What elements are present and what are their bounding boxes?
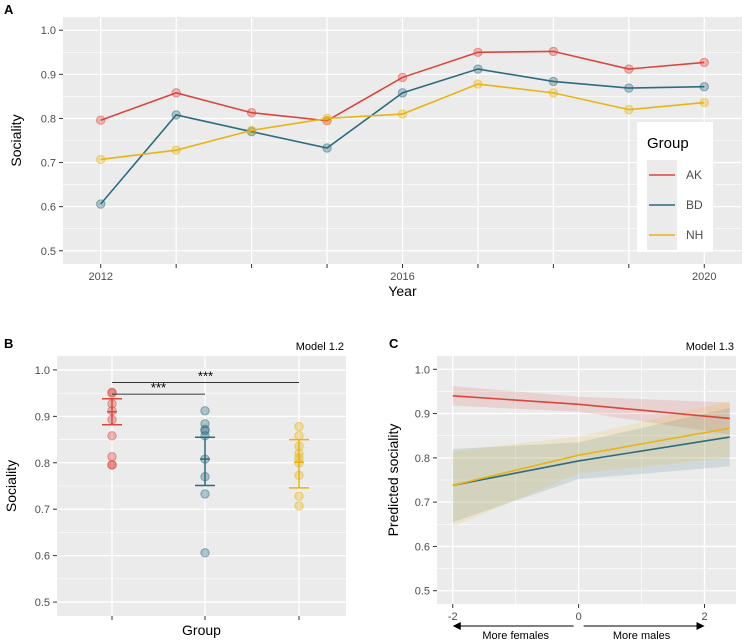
legend-title: Group	[647, 135, 689, 152]
data-point-bd	[96, 199, 106, 209]
data-point-nh	[96, 154, 106, 165]
data-point-bd	[200, 406, 210, 416]
arrow-head-right-icon	[696, 622, 705, 630]
panel-label-a: A	[4, 2, 14, 17]
tick-label-y: 1.0	[35, 365, 50, 377]
tick-label-y: 0.9	[41, 69, 56, 81]
data-point-bd	[200, 489, 210, 499]
tick-label-y: 0.6	[41, 202, 56, 214]
y-axis-title: Predicted sociality	[385, 424, 401, 537]
tick-label-y: 0.6	[415, 541, 430, 553]
tick-label-y: 1.0	[41, 25, 56, 37]
tick-label-x: 0	[576, 611, 582, 623]
tick-label-y: 0.5	[415, 586, 430, 598]
data-point-nh	[171, 145, 181, 155]
tick-label-y: 0.7	[41, 158, 56, 170]
data-point-bd	[200, 426, 210, 436]
x-axis-title: Year	[388, 283, 417, 299]
data-point-nh	[294, 431, 304, 441]
panel-label-c: C	[389, 336, 399, 351]
tick-label-y: 0.5	[35, 597, 50, 609]
axis-arrow-label-left: More females	[482, 630, 549, 640]
panel-label-b: B	[4, 336, 13, 351]
data-point-nh	[548, 88, 559, 98]
data-point-ak	[107, 460, 117, 470]
arrow-head-left-icon	[452, 622, 461, 630]
tick-label-y: 1.0	[415, 364, 430, 376]
tick-label-y: 0.5	[41, 246, 56, 258]
axis-arrow-label-right: More males	[613, 630, 671, 640]
tick-label-y: 0.7	[35, 504, 50, 516]
tick-label-y: 0.8	[415, 453, 430, 465]
y-axis-title: Sociality	[3, 460, 19, 512]
significance-label: ***	[151, 380, 166, 395]
series-line-ak	[452, 395, 730, 420]
data-point-bd	[624, 83, 634, 93]
data-point-nh	[294, 501, 304, 511]
series-line-nh	[452, 427, 730, 487]
data-point-nh	[294, 421, 304, 432]
data-point-ak	[107, 452, 117, 462]
chart-title: Model 1.2	[296, 341, 344, 353]
series-line-nh	[100, 83, 705, 161]
x-axis-title: Group	[182, 622, 221, 638]
tick-label-y: 0.6	[35, 551, 50, 563]
data-point-ak	[107, 388, 117, 398]
legend-label-ak: AK	[686, 168, 702, 182]
y-axis-title: Sociality	[8, 114, 24, 166]
data-point-nh	[397, 109, 408, 119]
data-point-nh	[246, 125, 257, 136]
data-point-bd	[200, 548, 210, 558]
data-point-nh	[322, 113, 332, 124]
tick-label-x: 2	[701, 611, 707, 623]
data-point-ak	[397, 72, 408, 83]
panel-c: 0.5 0.6 0.7 0.8 0.9 1.0 -2 0 2 Model 1.3 Predicted…	[385, 341, 736, 640]
series-line-bd	[100, 68, 705, 205]
tick-label-y: 0.7	[415, 497, 430, 509]
data-point-ak	[96, 115, 106, 125]
data-point-nh	[624, 104, 634, 115]
data-point-ak	[624, 64, 634, 74]
data-point-nh	[473, 79, 483, 89]
chart-title: Model 1.3	[686, 341, 734, 353]
legend-label-bd: BD	[686, 198, 703, 212]
tick-label-y: 0.9	[415, 409, 430, 421]
confidence-band-nh	[452, 401, 730, 527]
data-point-bd	[473, 64, 483, 74]
panel-a: 0.5 0.6 0.7 0.8 0.9 1.0 2012 2016 2020 Year Social…	[8, 17, 742, 299]
data-point-ak	[699, 57, 709, 68]
significance-label: ***	[198, 368, 213, 383]
panel-b: 0.5 0.6 0.7 0.8 0.9 1.0 *** *** Model 1.2 Group So…	[3, 341, 346, 638]
data-point-bd	[699, 81, 709, 92]
tick-label-x: 2016	[390, 271, 414, 283]
data-point-ak	[171, 88, 181, 98]
tick-label-x: 2020	[692, 271, 716, 283]
tick-label-y: 0.9	[35, 411, 50, 423]
data-point-ak	[473, 47, 483, 57]
tick-label-y: 0.8	[35, 458, 50, 470]
data-point-nh	[699, 97, 709, 108]
series-line-bd	[452, 436, 730, 487]
data-point-bd	[322, 143, 332, 153]
data-point-ak	[548, 46, 559, 57]
confidence-band-ak	[452, 386, 730, 435]
data-point-bd	[397, 88, 408, 98]
tick-label-y: 0.8	[41, 113, 56, 125]
legend-label-nh: NH	[686, 228, 703, 242]
tick-label-x: 2012	[88, 271, 112, 283]
data-point-ak	[246, 108, 257, 118]
data-point-nh	[294, 491, 304, 501]
confidence-band-bd	[452, 407, 730, 523]
data-point-ak	[107, 431, 117, 441]
data-point-bd	[171, 110, 181, 120]
tick-label-x: -2	[448, 611, 458, 623]
data-point-bd	[548, 76, 559, 87]
series-line-ak	[100, 50, 705, 122]
